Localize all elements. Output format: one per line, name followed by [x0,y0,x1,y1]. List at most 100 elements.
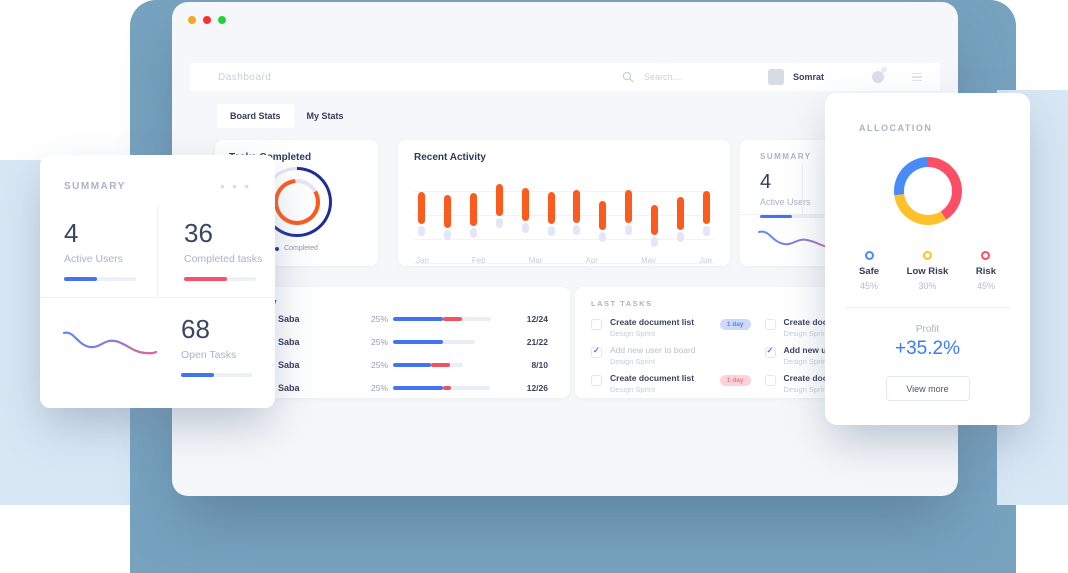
task-badge: 1 day [719,319,751,330]
allocation-donut [893,157,962,225]
stats-tabs: Board Stats My Stats [217,104,357,128]
avatar[interactable] [767,69,784,85]
row-name: Saba [278,314,300,324]
bar-tail [677,232,685,242]
table-row: Saba 25% 8/10 [248,354,554,376]
task-project: Design Sprint [783,385,829,394]
stat-label: Active Users [760,197,811,207]
bar-tail [625,225,633,235]
window-close-button[interactable] [203,16,211,24]
bar-tail [599,232,607,242]
table-row: Saba 25% 21/22 [248,331,554,353]
activity-bar [625,177,633,249]
stat-value: 68 [181,314,210,344]
legend-item: Risk 45% [976,251,996,291]
x-axis: Jan Feb Mar Apr May Jun [414,256,714,265]
legend-item: Safe 45% [859,251,879,291]
recent-activity-card: Recent Activity [398,140,730,266]
activity-bar [418,177,425,249]
row-name: Saba [278,360,300,370]
card-kicker: SUMMARY [64,181,126,192]
hamburger-menu-icon[interactable] [912,72,922,82]
table-row: Saba 25% 12/26 [248,377,554,399]
divider [845,307,1010,308]
window-zoom-button[interactable] [218,16,226,24]
tab-board-stats[interactable]: Board Stats [217,104,294,128]
activity-bar [443,177,451,249]
row-value: 12/26 [526,383,548,393]
search-box[interactable] [622,71,712,83]
profit-label: Profit [915,324,940,335]
more-menu-icon[interactable]: • • • [220,179,251,194]
legend-percent: 45% [860,281,879,291]
row-value: 12/24 [526,314,548,324]
task-checkbox[interactable] [764,375,776,386]
task-title: Create document list [610,373,695,383]
x-axis-label: Apr [585,256,598,265]
tab-my-stats[interactable]: My Stats [306,111,344,121]
x-axis-label: May [640,256,657,265]
allocation-legend: Safe 45% Low Risk 30% Risk 45% [845,251,1010,291]
gridline [414,191,714,192]
legend-label: Low Risk [906,266,949,277]
search-input[interactable] [641,71,712,83]
summary-card: SUMMARY • • • 4 Active Users 36 Complete… [40,155,275,408]
gridline [414,239,714,240]
stat-completed-tasks: 36 Completed tasks [157,206,275,297]
task-checkbox[interactable] [591,319,602,330]
row-value: 21/22 [526,337,548,347]
task-project: Design Sprint [783,329,829,338]
row-percent: 25% [371,383,389,393]
divider [802,164,803,214]
task-checkbox[interactable] [764,346,776,358]
progress-bar [181,373,253,377]
progress-bar [64,277,136,281]
activity-bar [495,177,503,249]
row-percent: 25% [371,360,389,370]
legend-dot [275,246,280,251]
top-header: Dashboard Somrat [190,63,940,91]
row-progress-bar [393,317,491,321]
card-title: Recent Activity [414,152,486,163]
task-title: Add new user to board [610,345,696,355]
stat-value: 4 [760,171,772,193]
user-menu[interactable]: Somrat [767,69,824,85]
table-row: Saba 25% 12/24 [248,308,554,330]
stat-value: 36 [184,218,213,248]
task-badge: 1 day [719,375,751,386]
stat-label: Completed tasks [184,253,263,265]
view-more-button[interactable]: View more [885,376,970,401]
activity-bar [547,177,555,249]
row-progress-bar [393,386,490,390]
row-name: Saba [278,383,300,393]
legend-percent: 45% [976,281,995,291]
card-kicker: SUMMARY [760,152,812,161]
activity-bar-chart: Jan Feb Mar Apr May Jun [414,177,714,265]
progress-bar [760,215,824,218]
notifications-icon[interactable] [872,67,887,83]
page-title: Dashboard [218,71,272,83]
task-checkbox[interactable] [591,375,602,386]
row-name: Saba [278,337,300,347]
bar-tail [702,226,710,236]
window-minimize-button[interactable] [188,16,196,24]
row-percent: 25% [371,337,389,347]
task-checkbox[interactable] [764,319,776,330]
window-controls [188,16,226,24]
task-item: Create document list Design Sprint 1 day [591,373,751,400]
bar-tail [547,226,555,236]
row-value: 8/10 [531,360,548,370]
sparkline-chart [62,331,158,355]
allocation-card: ALLOCATION Safe 45% Low Risk 30% [825,93,1030,425]
task-item: Create document list Design Sprint 1 day [591,317,751,344]
legend-dot [922,251,932,260]
card-kicker: ALLOCATION [859,123,933,133]
bar-tail [651,237,659,247]
card-kicker: LAST TASKS [591,299,653,308]
activity-bar [677,177,685,249]
tasks-column-left: Create document list Design Sprint 1 day… [591,316,751,400]
bar-tail [443,230,451,240]
x-axis-label: Jun [699,256,712,265]
task-checkbox[interactable] [591,346,602,358]
